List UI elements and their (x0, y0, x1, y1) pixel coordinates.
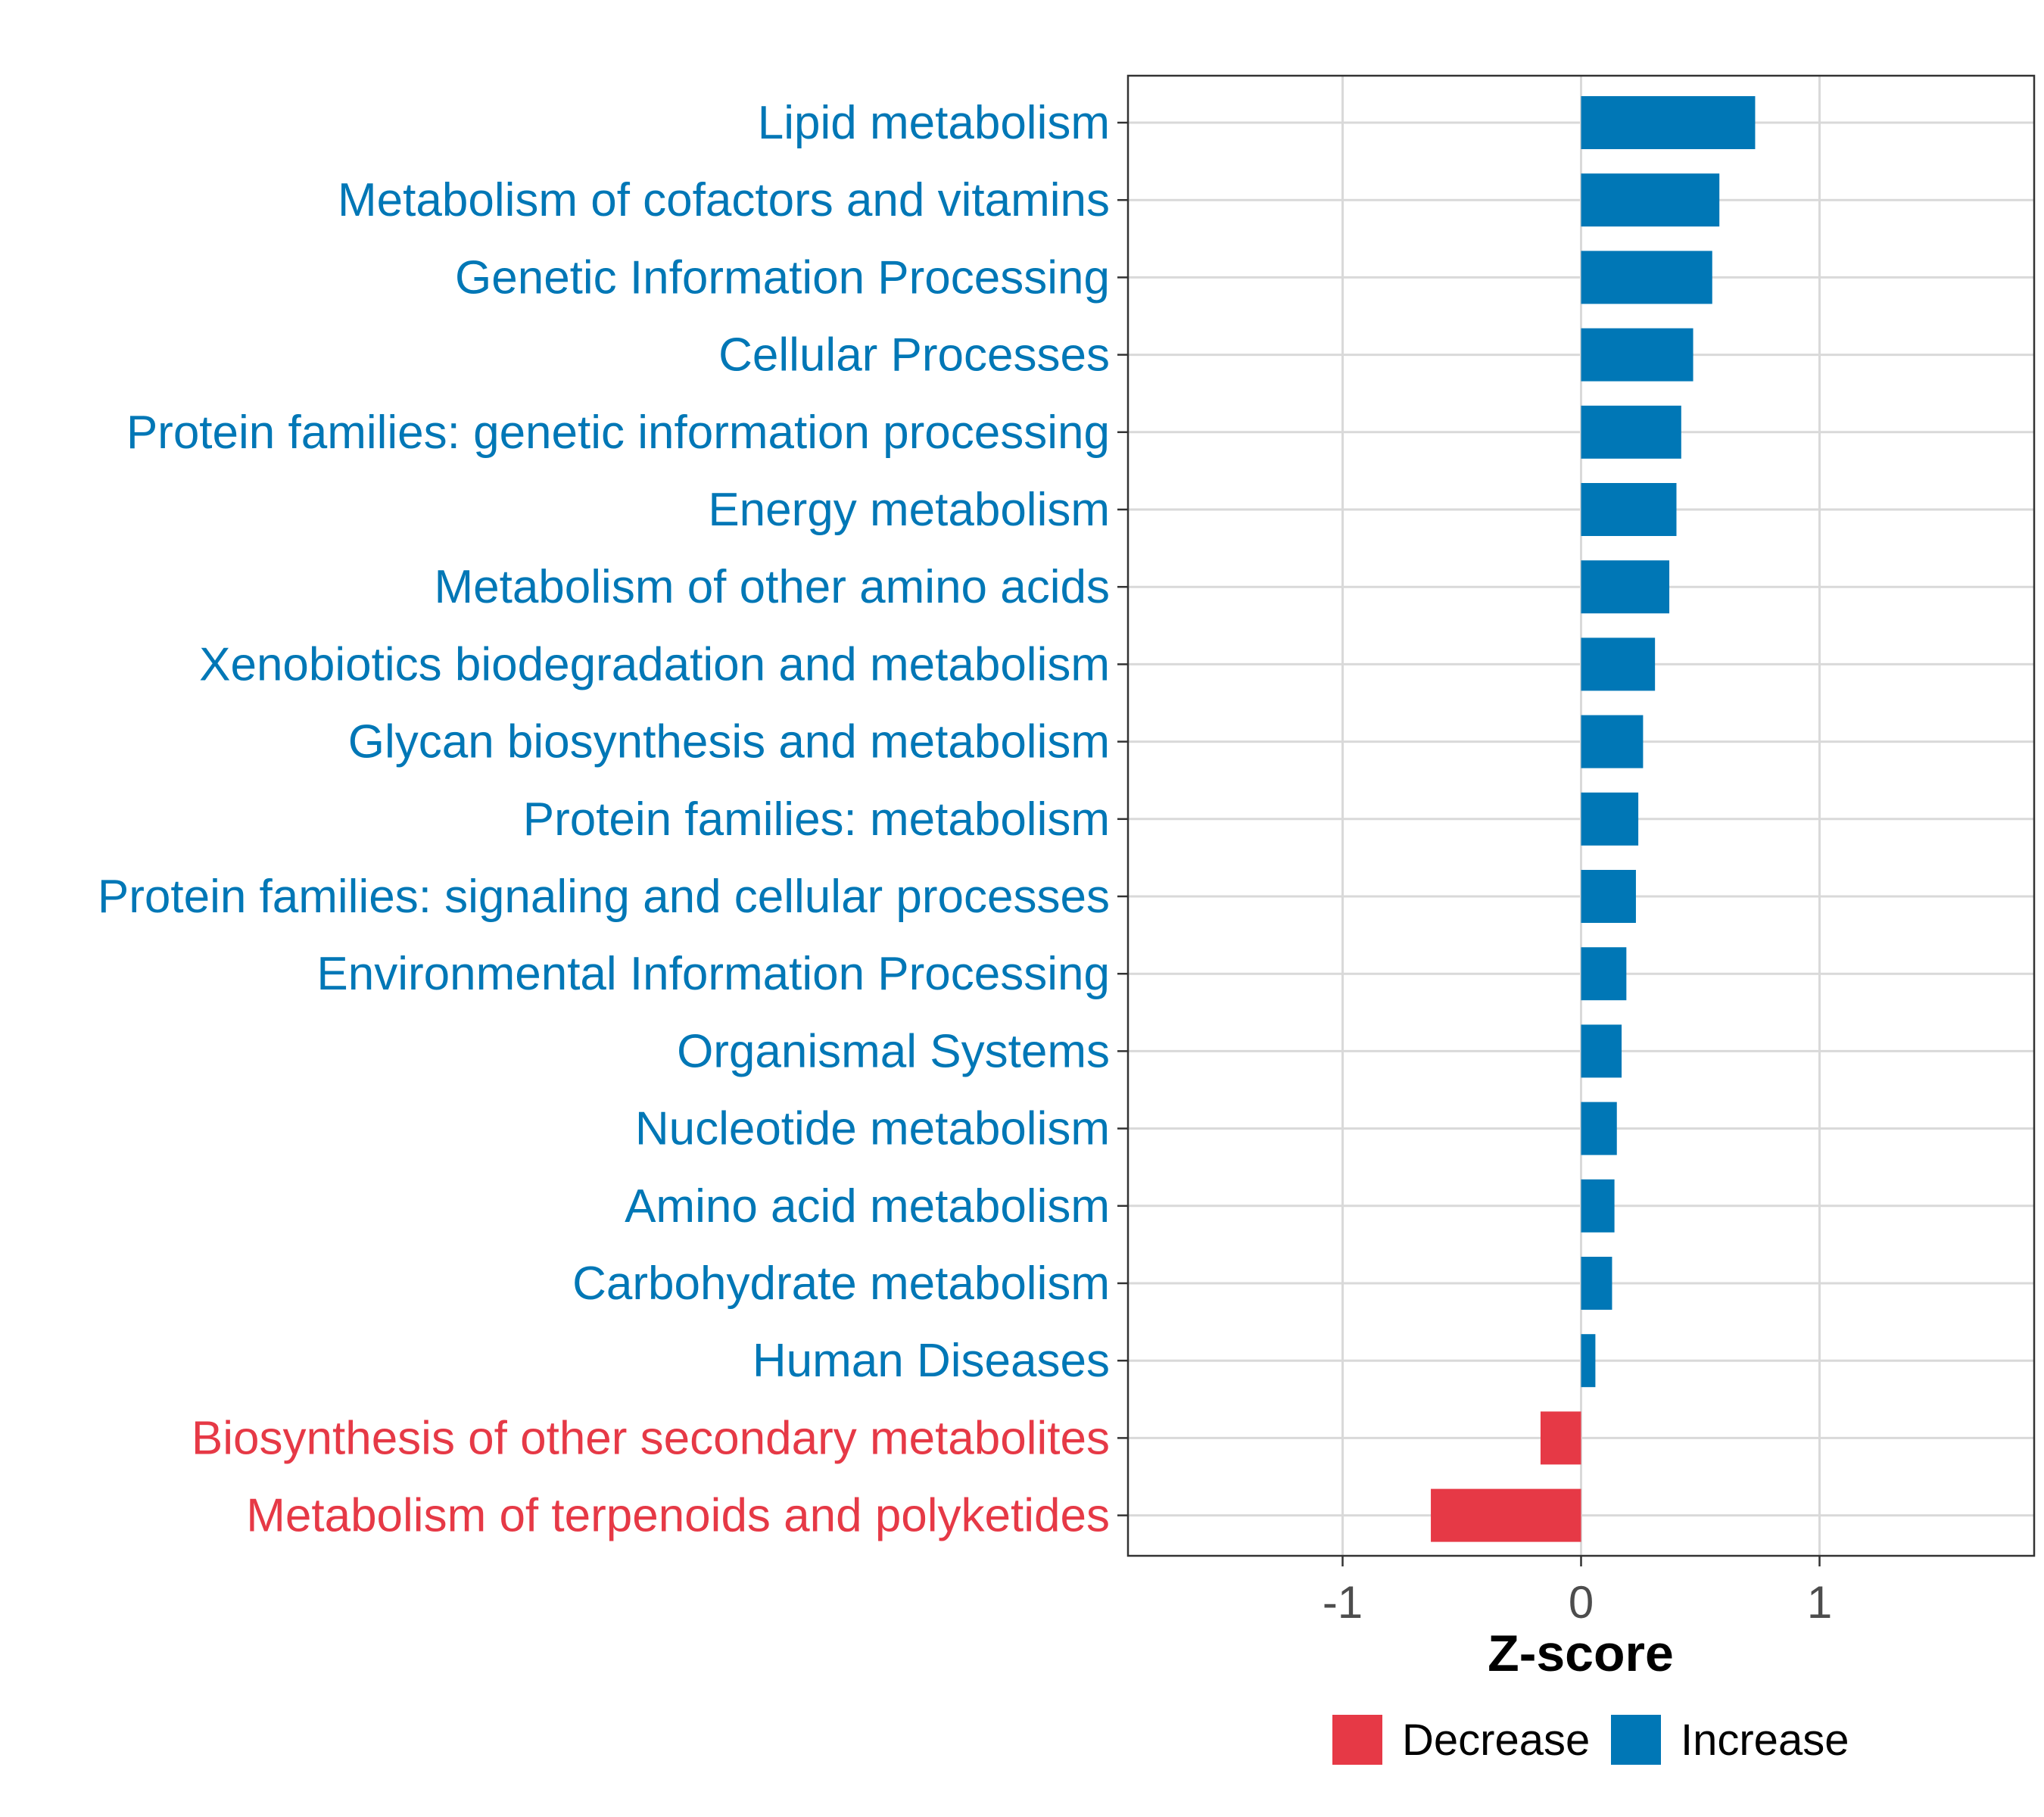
category-label: Metabolism of other amino acids (434, 561, 1110, 613)
legend-swatch (1332, 1715, 1382, 1765)
category-label: Metabolism of terpenoids and polyketides (246, 1490, 1110, 1542)
bar (1581, 1024, 1622, 1078)
legend-swatch (1611, 1715, 1661, 1765)
category-label: Biosynthesis of other secondary metaboli… (192, 1412, 1110, 1464)
bar (1581, 173, 1720, 227)
bar (1581, 870, 1636, 923)
category-label: Environmental Information Processing (316, 948, 1110, 1000)
category-label: Protein families: signaling and cellular… (98, 871, 1110, 923)
category-label: Glycan biosynthesis and metabolism (348, 716, 1110, 768)
bar (1581, 1179, 1615, 1233)
bar (1581, 483, 1677, 536)
bar (1431, 1488, 1581, 1542)
bar (1581, 947, 1627, 1001)
category-label: Xenobiotics biodegradation and metabolis… (199, 638, 1110, 690)
y-axis-ticks (1117, 121, 1128, 1516)
bar (1581, 96, 1756, 149)
legend: Decrease Increase (1332, 1715, 1849, 1765)
category-label: Protein families: genetic information pr… (126, 407, 1110, 459)
bar (1581, 1257, 1612, 1310)
bar (1581, 637, 1656, 691)
bar (1581, 1102, 1617, 1155)
bar (1581, 560, 1670, 614)
category-labels: Lipid metabolism Metabolism of cofactors … (98, 97, 1110, 1542)
x-tick-label: 0 (1569, 1577, 1594, 1628)
bar (1581, 1334, 1596, 1388)
bar (1540, 1411, 1581, 1465)
bar (1581, 792, 1639, 846)
bars (1431, 96, 1756, 1542)
bar (1581, 405, 1681, 459)
category-label: Protein families: metabolism (523, 793, 1110, 846)
category-label: Lipid metabolism (758, 97, 1110, 149)
x-axis-title: Z-score (1488, 1625, 1674, 1682)
bar (1581, 328, 1693, 382)
category-label: Amino acid metabolism (625, 1180, 1110, 1233)
category-label: Genetic Information Processing (455, 251, 1110, 304)
x-tick-label: 1 (1807, 1577, 1832, 1628)
category-label: Metabolism of cofactors and vitamins (338, 174, 1110, 226)
x-axis-ticks: -1 0 1 (1323, 1556, 1832, 1628)
bar (1581, 715, 1644, 768)
bar (1581, 251, 1712, 304)
category-label: Organismal Systems (677, 1025, 1110, 1077)
category-label: Nucleotide metabolism (635, 1103, 1110, 1155)
category-label: Cellular Processes (718, 329, 1110, 382)
legend-label: Decrease (1402, 1716, 1590, 1765)
category-label: Carbohydrate metabolism (572, 1258, 1110, 1310)
category-label: Energy metabolism (708, 484, 1110, 536)
x-tick-label: -1 (1323, 1577, 1363, 1628)
category-label: Human Diseases (752, 1335, 1110, 1387)
legend-label: Increase (1681, 1716, 1849, 1765)
